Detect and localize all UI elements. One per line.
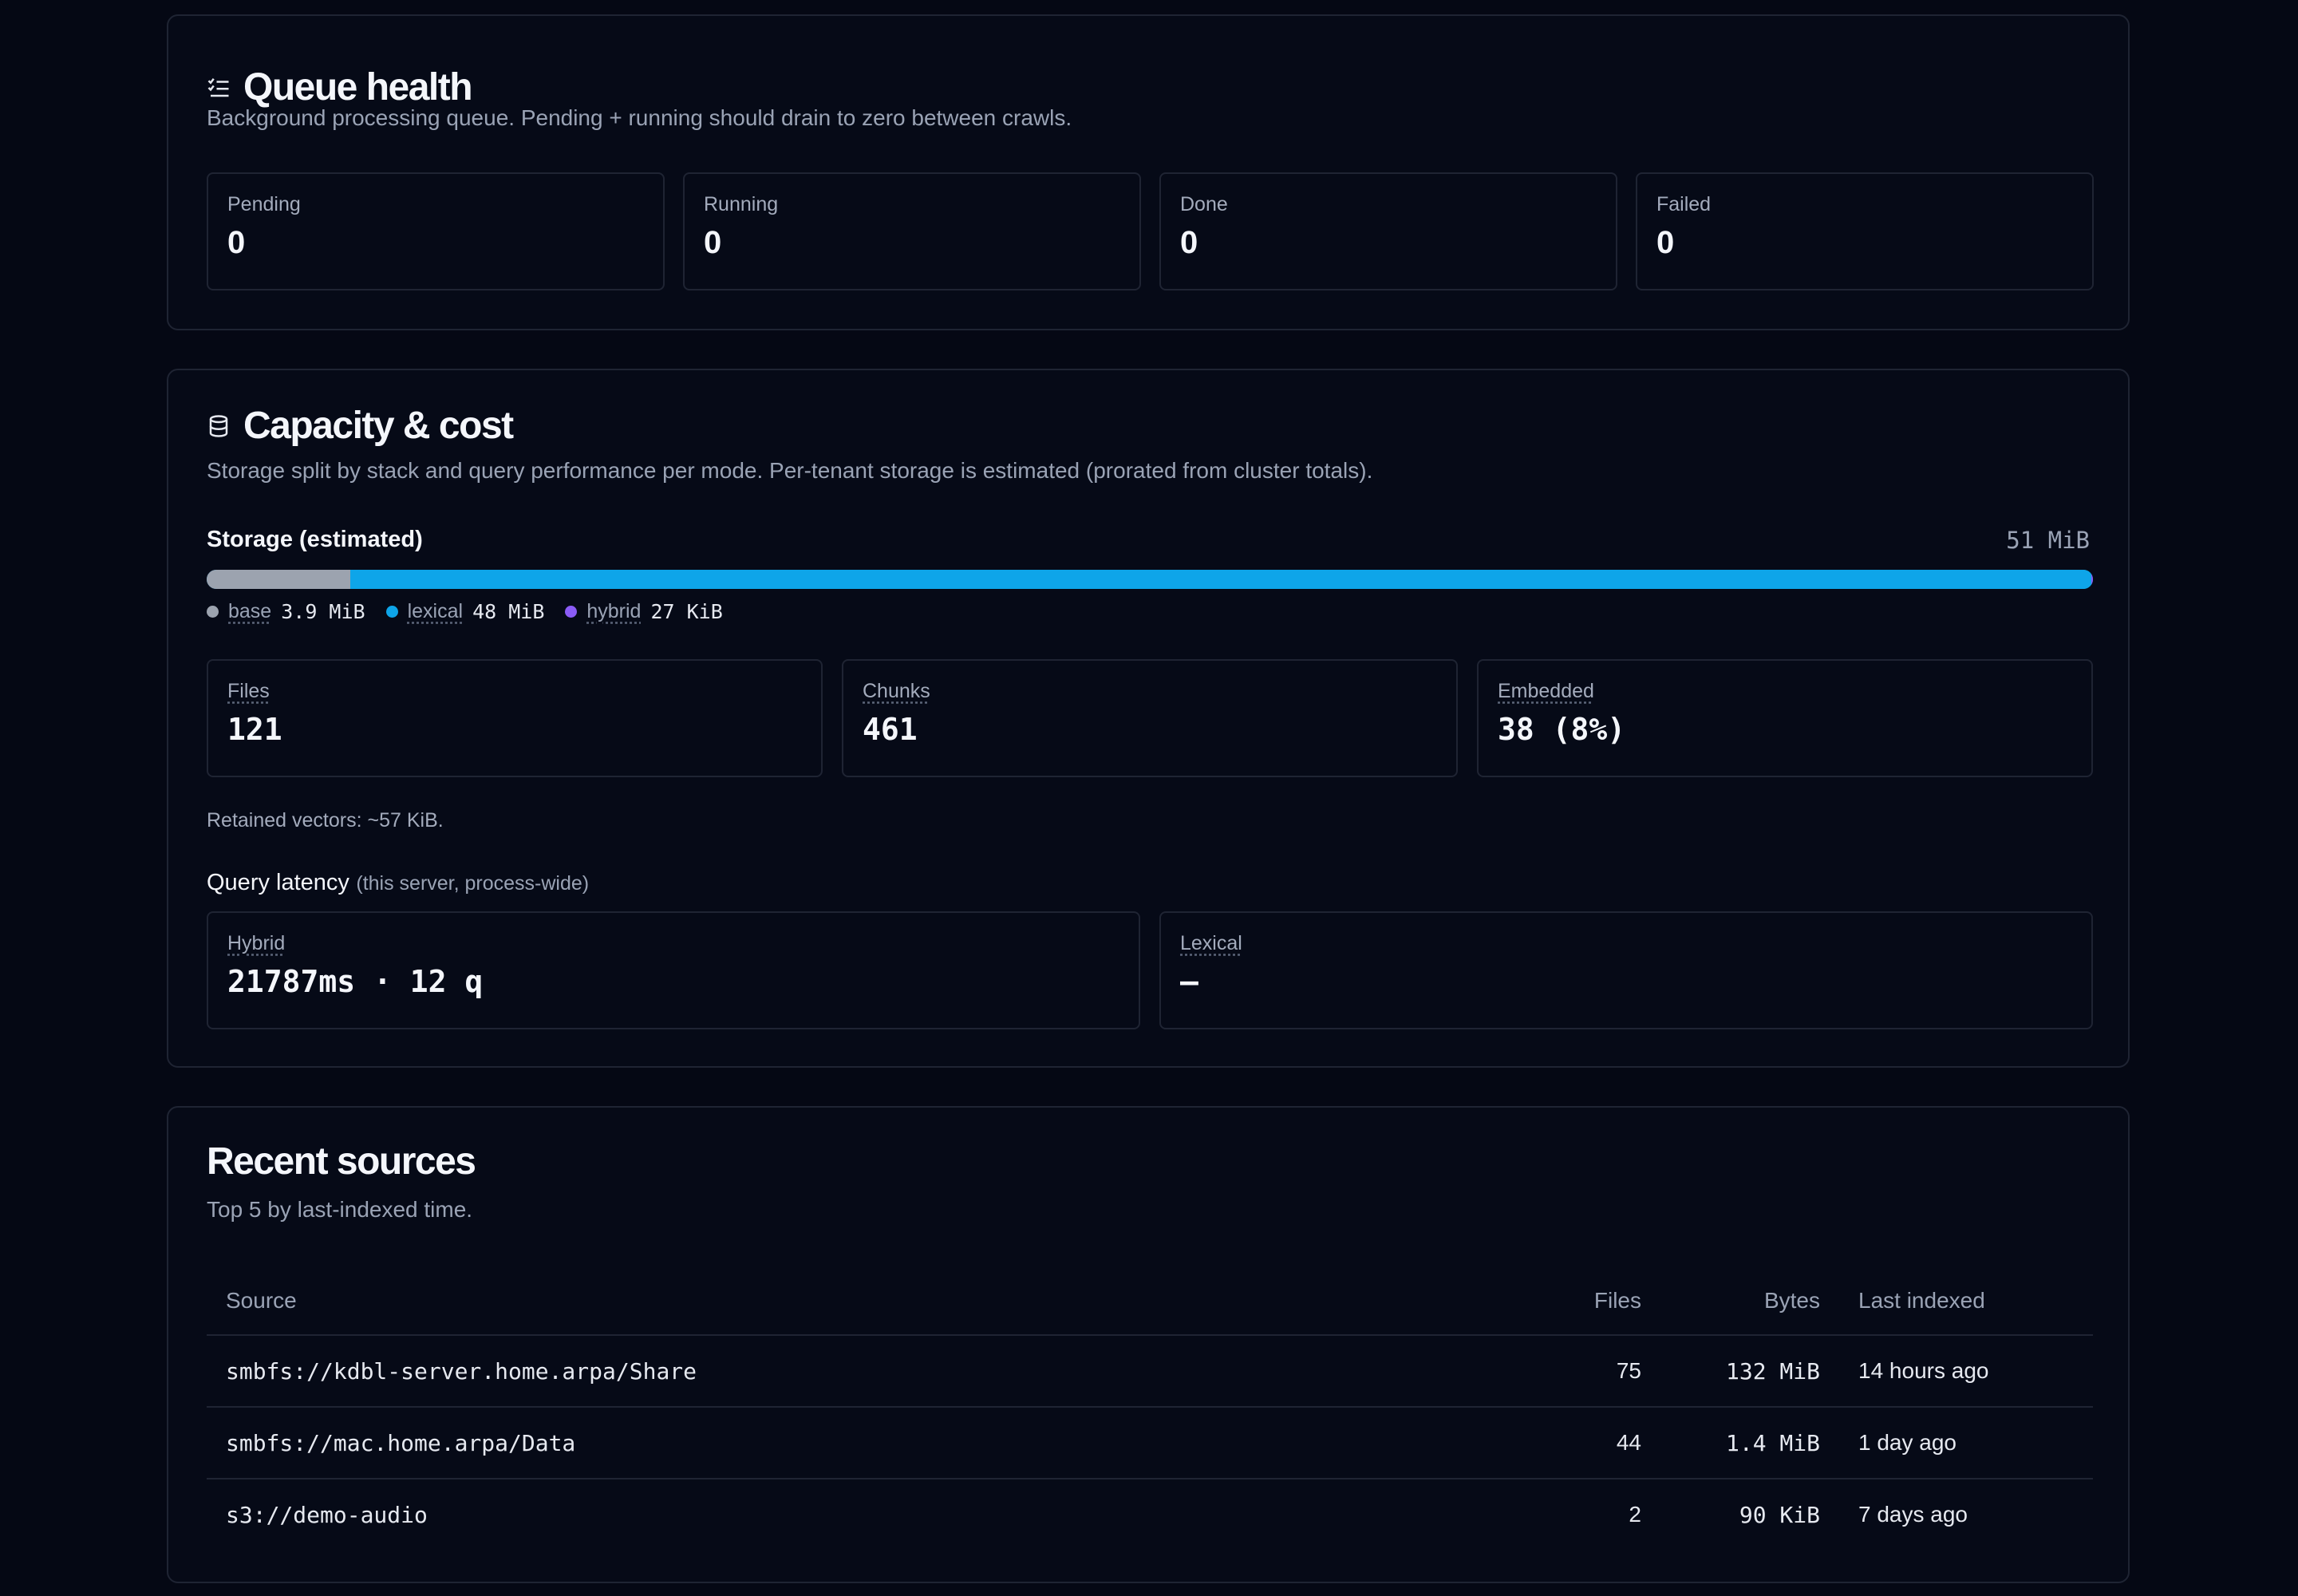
col-last-indexed: Last indexed	[1858, 1288, 1985, 1313]
list-check-icon	[207, 77, 229, 97]
recent-sources-heading: Recent sources	[207, 1140, 476, 1183]
legend-name-lexical: lexical	[407, 600, 464, 622]
legend-name-base: base	[228, 600, 272, 622]
bytes-cell: 90 KiB	[1660, 1478, 1839, 1550]
hybrid-latency-value: 21787ms · 12 q	[227, 964, 484, 999]
failed-value: 0	[1656, 225, 1675, 260]
embedded-value: 38 (8%)	[1498, 712, 1626, 747]
pending-value: 0	[227, 225, 246, 260]
lexical-latency-value: —	[1180, 964, 1198, 999]
lexical-dot	[385, 606, 398, 618]
queue-health-subtitle: Background processing queue. Pending + r…	[207, 105, 1072, 130]
legend-item-hybrid: hybrid 27 KiB	[565, 600, 723, 623]
failed-label: Failed	[1656, 193, 1712, 215]
running-label: Running	[704, 193, 779, 215]
running-value: 0	[704, 225, 722, 260]
legend-item-lexical: lexical 48 MiB	[385, 600, 545, 623]
recent-sources-title: Recent sources	[207, 1140, 476, 1183]
storage-label: Storage (estimated)	[207, 527, 423, 552]
legend-amount-lexical: 48 MiB	[472, 600, 545, 623]
done-label: Done	[1180, 193, 1228, 215]
col-files: Files	[1593, 1288, 1641, 1313]
col-bytes: Bytes	[1763, 1288, 1820, 1313]
embedded-stat: Embedded 38 (8%)	[1477, 659, 2093, 777]
done-stat: Done 0	[1159, 172, 1617, 290]
capacity-title: Capacity & cost	[243, 405, 514, 447]
chunks-label: Chunks	[863, 680, 930, 702]
storage-total: 51 MiB	[2006, 527, 2090, 554]
recent-sources-table: Source Files Bytes Last indexed smbfs://…	[207, 1267, 2093, 1550]
hybrid-latency-label: Hybrid	[227, 932, 286, 954]
legend-amount-hybrid: 27 KiB	[650, 600, 723, 623]
pending-stat: Pending 0	[207, 172, 665, 290]
query-latency-label: Query latency	[207, 870, 349, 895]
source-cell: smbfs://kdbl-server.home.arpa/Share	[207, 1334, 1510, 1407]
done-value: 0	[1180, 225, 1198, 260]
storage-bar	[207, 570, 2093, 589]
capacity-heading: Capacity & cost	[207, 404, 514, 448]
retained-vectors-note: Retained vectors: ~57 KiB.	[207, 809, 444, 832]
hybrid-latency-stat: Hybrid 21787ms · 12 q	[207, 911, 1140, 1029]
last-indexed-cell: 14 hours ago	[1839, 1334, 2093, 1407]
files-value: 121	[227, 712, 282, 747]
legend-name-hybrid: hybrid	[586, 600, 642, 622]
lexical-latency-label: Lexical	[1180, 932, 1242, 954]
col-source: Source	[226, 1288, 297, 1313]
source-cell: smbfs://mac.home.arpa/Data	[207, 1406, 1510, 1479]
legend-item-base: base 3.9 MiB	[207, 600, 365, 623]
bytes-cell: 1.4 MiB	[1660, 1406, 1839, 1479]
recent-sources-subtitle: Top 5 by last-indexed time.	[207, 1197, 473, 1222]
pending-label: Pending	[227, 193, 301, 215]
queue-health-card: Queue health Background processing queue…	[167, 14, 2130, 330]
table-row[interactable]: smbfs://mac.home.arpa/Data 44 1.4 MiB 1 …	[207, 1406, 2093, 1479]
files-cell: 2	[1510, 1478, 1660, 1550]
last-indexed-cell: 1 day ago	[1839, 1406, 2093, 1479]
storage-legend: base 3.9 MiB lexical 48 MiB hybrid 27 Ki…	[207, 600, 744, 623]
source-cell: s3://demo-audio	[207, 1478, 1510, 1550]
base-dot	[207, 606, 219, 618]
files-cell: 75	[1510, 1334, 1660, 1407]
storage-segment-base	[207, 570, 350, 589]
table-header-row: Source Files Bytes Last indexed	[207, 1267, 2093, 1335]
query-latency-note: (this server, process-wide)	[356, 872, 590, 895]
chunks-stat: Chunks 461	[842, 659, 1458, 777]
files-label: Files	[227, 680, 270, 702]
capacity-subtitle: Storage split by stack and query perform…	[207, 458, 1373, 483]
queue-health-title: Queue health	[243, 66, 473, 109]
table-row[interactable]: s3://demo-audio 2 90 KiB 7 days ago	[207, 1478, 2093, 1550]
storage-segment-lexical	[349, 570, 2091, 589]
hybrid-dot	[565, 606, 578, 618]
table-row[interactable]: smbfs://kdbl-server.home.arpa/Share 75 1…	[207, 1334, 2093, 1407]
files-cell: 44	[1510, 1406, 1660, 1479]
storage-segment-hybrid	[2091, 570, 2093, 589]
files-stat: Files 121	[207, 659, 823, 777]
query-latency-heading: Query latency (this server, process-wide…	[207, 870, 589, 896]
lexical-latency-stat: Lexical —	[1159, 911, 2093, 1029]
recent-sources-card: Recent sources Top 5 by last-indexed tim…	[167, 1106, 2130, 1583]
capacity-cost-card: Capacity & cost Storage split by stack a…	[167, 369, 2130, 1068]
legend-amount-base: 3.9 MiB	[281, 600, 365, 623]
running-stat: Running 0	[683, 172, 1141, 290]
last-indexed-cell: 7 days ago	[1839, 1478, 2093, 1550]
failed-stat: Failed 0	[1636, 172, 2094, 290]
database-icon	[209, 414, 228, 437]
embedded-label: Embedded	[1498, 680, 1594, 702]
queue-health-heading: Queue health	[207, 65, 473, 109]
bytes-cell: 132 MiB	[1660, 1334, 1839, 1407]
chunks-value: 461	[863, 712, 918, 747]
